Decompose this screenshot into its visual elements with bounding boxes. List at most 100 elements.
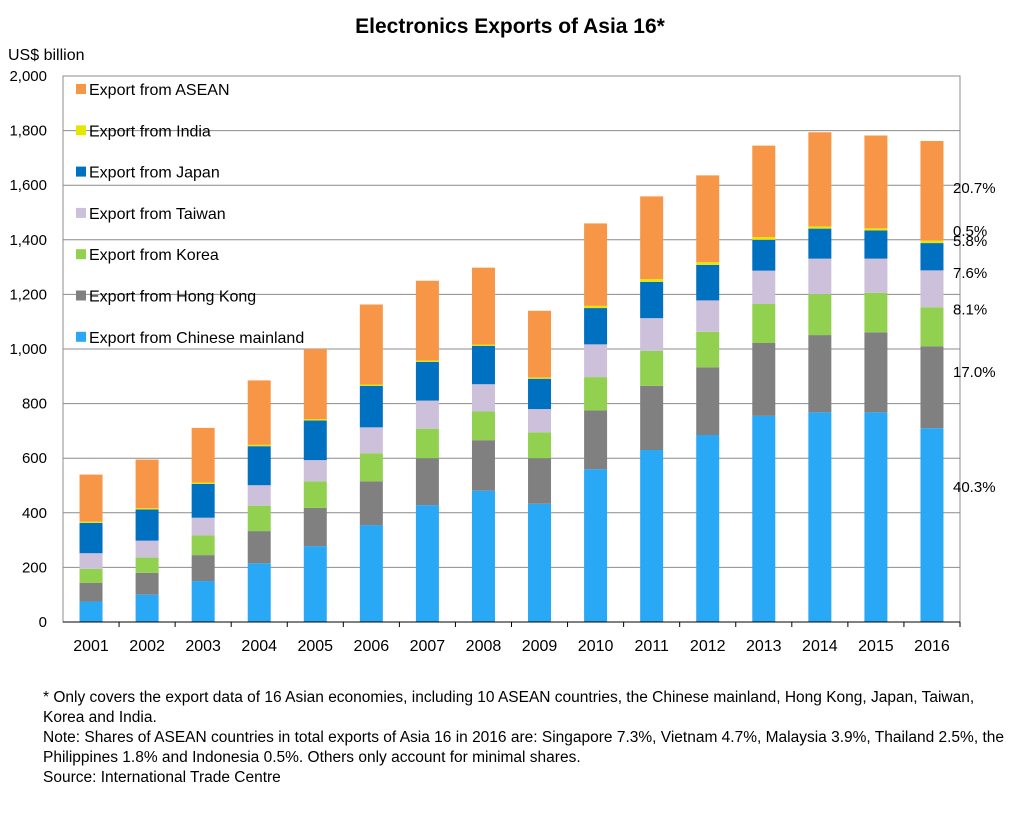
- bar-segment: [135, 594, 159, 622]
- legend-swatch: [76, 331, 86, 342]
- legend-label: Export from ASEAN: [89, 82, 230, 99]
- x-tick-label: 2010: [578, 638, 614, 655]
- chart-title: Electronics Exports of Asia 16*: [355, 15, 665, 38]
- bar-segment: [471, 411, 495, 441]
- y-tick-label: 1,800: [9, 123, 47, 140]
- bar-segment: [920, 240, 944, 244]
- bar-segment: [191, 482, 215, 484]
- bar-segment: [135, 557, 159, 573]
- bar-segment: [191, 581, 215, 622]
- bar-segment: [247, 380, 271, 445]
- share-annotations: 20.7% 0.5%5.8% 7.6% 8.1% 17.0% 40.3%: [953, 180, 996, 496]
- x-tick-label: 2001: [73, 638, 109, 655]
- share-label: 20.7%: [953, 180, 996, 197]
- bar-segment: [752, 237, 776, 240]
- bar-segment: [247, 485, 271, 506]
- legend-label: Export from Japan: [89, 165, 220, 182]
- bar-segment: [471, 267, 495, 345]
- bar-segment: [528, 310, 552, 378]
- bar-segment: [640, 318, 664, 351]
- bar-segment: [696, 175, 720, 263]
- x-tick-label: 2003: [185, 638, 221, 655]
- bar-segment: [696, 262, 720, 265]
- x-tick-label: 2008: [466, 638, 502, 655]
- bar-segment: [752, 145, 776, 238]
- bar-segment: [864, 332, 888, 413]
- bar-segment: [696, 300, 720, 332]
- chart: Electronics Exports of Asia 16* US$ bill…: [8, 15, 996, 655]
- bar-segment: [471, 345, 495, 385]
- bar-segment: [303, 481, 327, 508]
- bar-segment: [752, 270, 776, 304]
- x-tick-label: 2002: [129, 638, 165, 655]
- bar-segment: [359, 525, 383, 622]
- bar-segment: [752, 342, 776, 416]
- x-tick-label: 2006: [354, 638, 390, 655]
- bar-segment: [864, 230, 888, 259]
- note: Note: Shares of ASEAN countries in total…: [43, 729, 1004, 766]
- y-tick-label: 2,000: [9, 68, 47, 85]
- bar-segment: [415, 280, 439, 361]
- bar-segment: [415, 361, 439, 401]
- bar-segment: [415, 360, 439, 362]
- bar-segment: [584, 410, 608, 470]
- bar-segment: [920, 307, 944, 347]
- bars: [79, 132, 944, 622]
- bar-segment: [696, 331, 720, 368]
- bar-segment: [528, 503, 552, 622]
- bar-segment: [303, 349, 327, 420]
- legend-swatch: [76, 290, 86, 301]
- bar-segment: [247, 505, 271, 532]
- bar-segment: [752, 415, 776, 622]
- y-tick-label: 0: [39, 614, 47, 631]
- bar-segment: [696, 434, 720, 622]
- bar-segment: [864, 412, 888, 622]
- x-tick-label: 2013: [746, 638, 782, 655]
- bar-segment: [303, 546, 327, 622]
- bar-segment: [640, 281, 664, 319]
- bar-segment: [584, 223, 608, 306]
- bar-segment: [135, 572, 159, 595]
- bar-segment: [135, 540, 159, 558]
- bar-segment: [303, 420, 327, 461]
- bar-segment: [359, 304, 383, 385]
- bar-segment: [79, 474, 103, 522]
- share-label: 40.3%: [953, 479, 996, 496]
- legend-swatch: [76, 249, 86, 260]
- bar-segment: [79, 521, 103, 523]
- bar-segment: [528, 378, 552, 410]
- bar-segment: [191, 427, 215, 483]
- legend-label: Export from Taiwan: [89, 206, 226, 223]
- bar-segment: [79, 522, 103, 554]
- bar-segment: [808, 335, 832, 413]
- y-tick-label: 1,200: [9, 286, 47, 303]
- chart-notes: * Only covers the export data of 16 Asia…: [43, 688, 1008, 788]
- x-tick-label: 2005: [297, 638, 333, 655]
- x-tick-label: 2009: [522, 638, 558, 655]
- share-label: 17.0%: [953, 364, 996, 381]
- bar-segment: [528, 409, 552, 433]
- bar-segment: [864, 258, 888, 293]
- bar-segment: [79, 582, 103, 602]
- bar-segment: [640, 385, 664, 451]
- share-label: 7.6%: [953, 265, 987, 282]
- bar-segment: [752, 303, 776, 343]
- bar-segment: [528, 377, 552, 379]
- x-tick-label: 2011: [634, 638, 669, 655]
- bar-segment: [135, 459, 159, 509]
- bar-segment: [303, 419, 327, 421]
- bar-segment: [640, 350, 664, 386]
- y-tick-label: 400: [22, 505, 47, 522]
- bar-segment: [415, 505, 439, 622]
- bar-segment: [752, 239, 776, 271]
- bar-segment: [359, 427, 383, 454]
- legend-label: Export from Hong Kong: [89, 289, 256, 306]
- axes: 0 200 400 600 800 1,000 1,200 1,400 1,600 1,800 2,…: [9, 68, 961, 655]
- bar-segment: [303, 507, 327, 547]
- bar-segment: [247, 563, 271, 622]
- bar-segment: [808, 228, 832, 259]
- legend-label: Export from India: [89, 123, 211, 140]
- source: Source: International Trade Centre: [43, 769, 281, 786]
- bar-segment: [471, 344, 495, 346]
- legend-label: Export from Korea: [89, 247, 219, 264]
